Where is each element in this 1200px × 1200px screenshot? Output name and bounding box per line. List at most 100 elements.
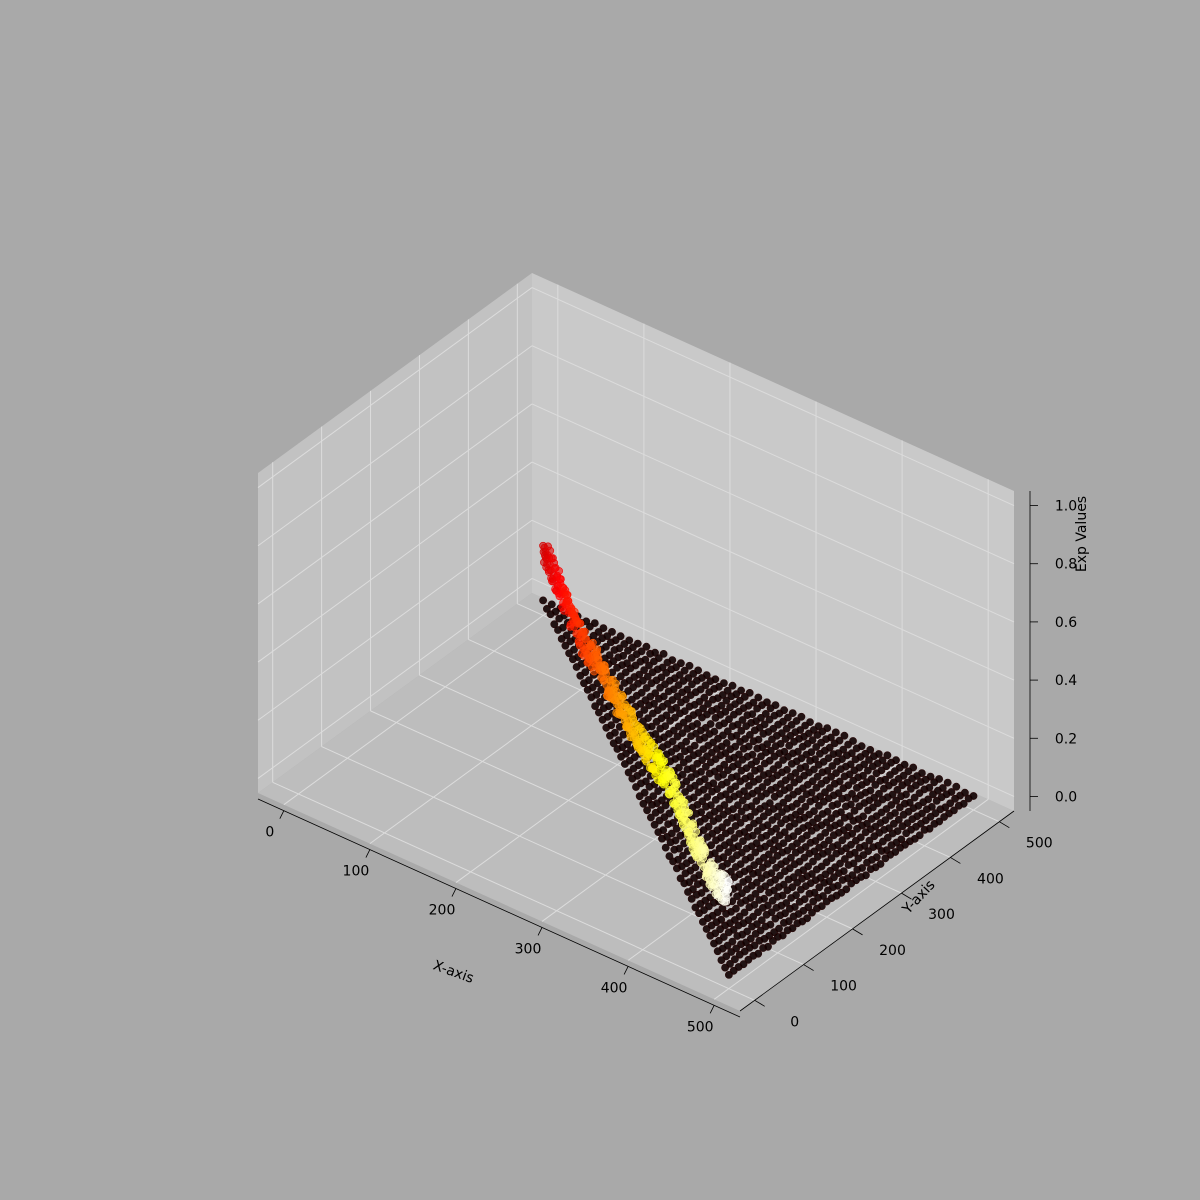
scatter-point <box>711 675 720 684</box>
scatter-point <box>797 795 806 804</box>
scatter-point <box>710 727 719 736</box>
scatter-point <box>667 829 676 838</box>
scatter-point <box>792 717 801 725</box>
scatter-point <box>720 679 728 687</box>
scatter-point <box>735 750 743 759</box>
scatter-point <box>809 857 817 866</box>
scatter-point <box>778 931 787 940</box>
scatter-point <box>740 908 749 917</box>
scatter-point <box>850 848 859 857</box>
scatter-point <box>790 903 799 911</box>
y-tick-label: 500 <box>1026 836 1053 852</box>
scatter-point <box>665 809 674 818</box>
scatter-point <box>897 835 906 844</box>
scatter-point <box>703 793 712 801</box>
scatter-point <box>744 875 752 884</box>
scatter-point <box>647 722 656 731</box>
scatter-point <box>685 809 693 817</box>
scatter-point <box>892 796 901 805</box>
scatter-point <box>694 749 703 758</box>
scatter-point <box>595 708 603 717</box>
scatter-point <box>642 684 651 692</box>
scatter-point <box>717 701 726 710</box>
scatter-point <box>665 852 674 860</box>
scatter-point <box>547 600 556 609</box>
scatter-point <box>678 729 687 737</box>
scatter-point <box>918 769 926 777</box>
scatter-point <box>651 730 660 738</box>
scatter-point <box>909 763 918 772</box>
scatter-point <box>935 775 943 783</box>
scatter-point <box>789 873 798 882</box>
scatter-point <box>761 710 770 718</box>
z-tick-label: 0.2 <box>1055 731 1077 747</box>
scatter-point <box>754 908 762 917</box>
scatter-point <box>827 733 835 742</box>
scatter-point <box>891 809 899 817</box>
scatter-point <box>746 934 755 943</box>
scatter-point <box>864 766 872 775</box>
y-tick-mark <box>754 999 765 1007</box>
scatter-point <box>616 632 625 641</box>
x-tick-label: 500 <box>687 1019 714 1035</box>
scatter-point <box>710 849 719 858</box>
scatter-point <box>935 817 944 826</box>
grid-line-x-floor <box>713 798 989 1000</box>
x-tick-label: 0 <box>265 825 274 841</box>
scatter-point <box>961 788 969 797</box>
scatter-point <box>722 778 731 787</box>
scatter-point <box>687 895 696 903</box>
scatter-point <box>736 819 745 827</box>
scatter-point <box>675 763 683 772</box>
scatter-point <box>757 916 766 924</box>
x-tick-label: 200 <box>429 903 456 919</box>
scatter-point <box>796 726 805 734</box>
grid-line-z-back <box>531 461 1015 681</box>
scatter-point <box>734 842 742 851</box>
scatter-point <box>752 757 760 766</box>
x-axis-label: X-axis <box>431 958 476 987</box>
scatter-point <box>883 751 892 760</box>
scatter-point <box>704 822 713 831</box>
scatter-point <box>546 546 555 555</box>
grid-line-x-floor <box>283 604 559 806</box>
scatter-point <box>671 713 679 722</box>
grid-line-z-side <box>257 403 533 605</box>
scatter-point <box>766 746 775 755</box>
scatter-point <box>804 862 812 871</box>
scatter-point <box>807 788 816 797</box>
scatter-point <box>947 788 956 796</box>
scatter-point <box>701 681 710 690</box>
scatter-point <box>731 955 739 964</box>
scatter-point <box>570 645 578 654</box>
scatter-point <box>812 743 821 751</box>
scatter-point <box>659 650 668 658</box>
scatter-point <box>637 688 646 697</box>
scatter-point <box>650 699 658 708</box>
scatter-point <box>723 859 731 868</box>
scatter-point <box>685 661 694 670</box>
scatter-point <box>788 709 797 717</box>
scatter-point <box>752 797 761 805</box>
scatter-point <box>661 722 670 730</box>
scatter-point <box>826 784 834 792</box>
scatter-point <box>749 698 758 707</box>
scatter-point <box>915 831 924 840</box>
scatter-point <box>649 792 658 800</box>
x-tick-mark <box>365 849 371 858</box>
y-tick-label: 300 <box>928 907 955 923</box>
scatter-point <box>837 808 845 816</box>
scatter-point <box>699 704 707 713</box>
scatter-point <box>724 886 732 894</box>
scatter-point <box>776 740 785 748</box>
scatter-point <box>883 833 892 842</box>
scatter-point <box>862 871 870 880</box>
scatter-point <box>659 826 668 834</box>
scatter-point <box>732 904 740 913</box>
scatter-point <box>841 855 849 863</box>
scatter-point <box>619 651 627 660</box>
scatter-point <box>819 892 827 900</box>
scatter-point <box>675 844 684 853</box>
scatter-point <box>758 783 767 791</box>
scatter-point <box>878 756 887 765</box>
